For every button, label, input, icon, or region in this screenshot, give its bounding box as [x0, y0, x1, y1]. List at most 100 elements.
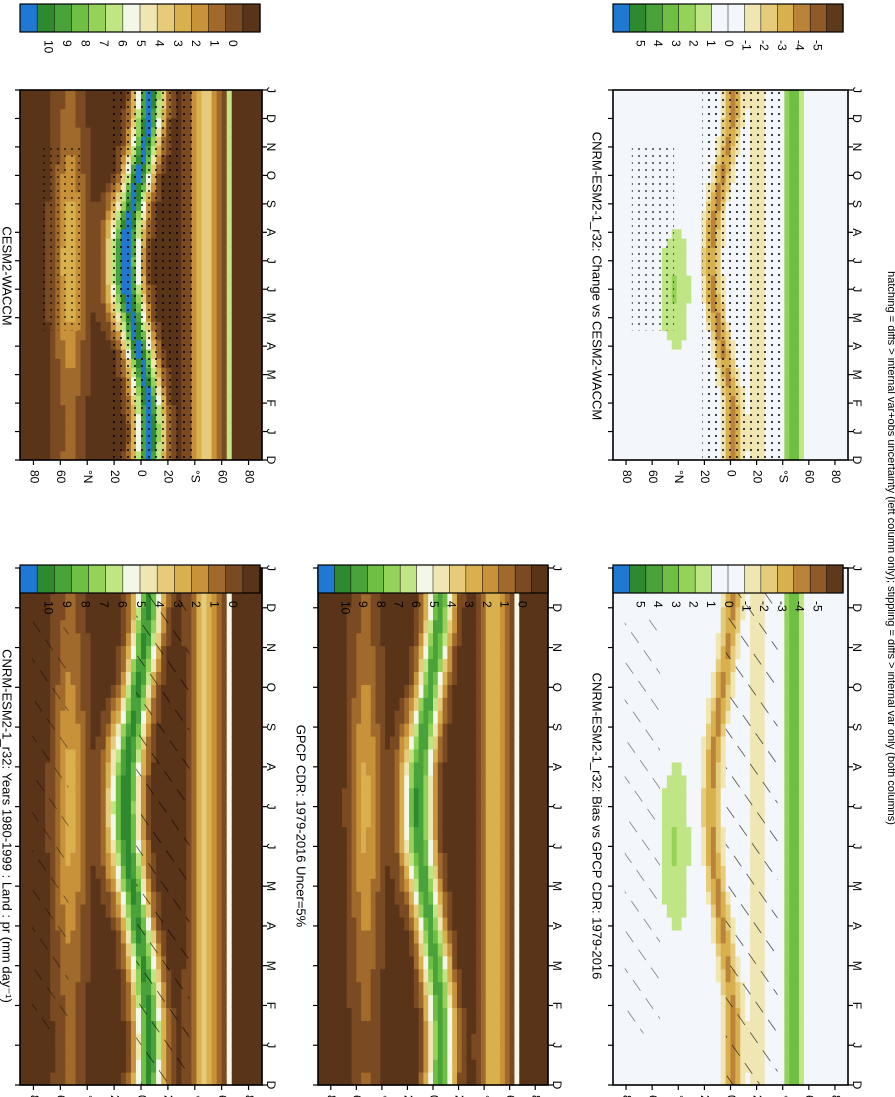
heatmap-cell — [130, 826, 137, 841]
heatmap-cell — [231, 955, 238, 970]
heatmap-cell — [370, 736, 377, 750]
heatmap-cell — [95, 761, 102, 776]
heatmap-cell — [437, 1007, 444, 1021]
heatmap-cell — [226, 265, 233, 276]
heatmap-cell — [337, 1020, 343, 1034]
heatmap-cell — [322, 891, 329, 905]
heatmap-cell — [322, 1020, 329, 1034]
heatmap-cell — [423, 1046, 429, 1060]
heatmap-cell — [100, 632, 107, 647]
heatmap-cell — [25, 173, 31, 184]
heatmap-cell — [337, 697, 343, 711]
heatmap-cell — [130, 878, 137, 892]
heatmap-cell — [226, 358, 233, 369]
heatmap-cell — [50, 386, 56, 396]
heatmap-cell — [105, 321, 112, 332]
heatmap-cell — [85, 839, 92, 853]
heatmap-cell — [206, 90, 213, 100]
heatmap-cell — [346, 748, 353, 763]
heatmap-cell — [332, 968, 338, 983]
heatmap-cell — [90, 441, 97, 452]
heatmap-cell — [216, 852, 223, 866]
heatmap-cell — [100, 127, 107, 137]
heatmap-cell — [241, 1033, 248, 1047]
heatmap-cell — [211, 302, 218, 313]
heatmap-cell — [70, 376, 77, 387]
heatmap-cell — [375, 774, 381, 789]
heatmap-cell — [85, 904, 92, 918]
heatmap-cell — [196, 800, 203, 815]
month-tick-label: O — [264, 683, 278, 692]
heatmap-cell — [394, 916, 401, 931]
heatmap-cell — [201, 108, 208, 119]
heatmap-cell — [196, 201, 203, 211]
heatmap-cell — [433, 981, 439, 996]
heatmap-cell — [20, 723, 26, 737]
heatmap-cell — [100, 441, 107, 452]
heatmap-cell — [428, 632, 434, 647]
heatmap-cell — [25, 450, 31, 461]
heatmap-cell — [100, 787, 107, 802]
heatmap-cell — [341, 593, 348, 608]
heatmap-cell — [389, 671, 396, 685]
heatmap-cell — [85, 330, 92, 341]
heatmap-cell — [423, 1072, 429, 1086]
heatmap-cell — [211, 219, 218, 230]
heatmap-cell — [413, 697, 420, 711]
heatmap-cell — [100, 1033, 107, 1047]
heatmap-cell — [332, 1033, 338, 1047]
heatmap-cell — [216, 736, 223, 750]
heatmap-cell — [216, 99, 223, 110]
heatmap-cell — [206, 182, 213, 193]
heatmap-cell — [365, 942, 372, 957]
heatmap-cell — [221, 619, 228, 634]
heatmap-cell — [251, 1059, 258, 1073]
heatmap-cell — [40, 330, 46, 341]
heatmap-cell — [85, 90, 92, 100]
heatmap-cell — [404, 994, 410, 1009]
heatmap-cell — [413, 981, 420, 996]
heatmap-cell — [365, 865, 372, 879]
heatmap-cell — [346, 813, 353, 828]
heatmap-cell — [231, 265, 238, 276]
heatmap-cell — [327, 761, 333, 776]
heatmap-cell — [201, 981, 208, 996]
heatmap-cell — [206, 593, 213, 608]
heatmap-cell — [361, 813, 367, 828]
heatmap-cell — [226, 117, 233, 128]
heatmap-cell — [418, 761, 425, 776]
heatmap-cell — [246, 312, 253, 322]
heatmap-cell — [370, 619, 377, 634]
heatmap-cell — [196, 127, 203, 137]
heatmap-cell — [332, 826, 338, 841]
heatmap-cell — [206, 312, 213, 322]
heatmap-cell — [246, 904, 253, 918]
heatmap-cell — [423, 748, 429, 763]
heatmap-cell — [95, 645, 102, 660]
heatmap-cell — [85, 632, 92, 647]
heatmap-cell — [241, 201, 248, 211]
heatmap-cell — [251, 852, 258, 866]
heatmap-cell — [110, 710, 117, 724]
heatmap-cell — [418, 904, 425, 918]
heatmap-cell — [346, 852, 353, 866]
heatmap-cell — [404, 1020, 410, 1034]
heatmap-cell — [428, 645, 434, 660]
heatmap-cell — [346, 787, 353, 802]
heatmap-cell — [375, 826, 381, 841]
heatmap-cell — [251, 593, 258, 608]
heatmap-cell — [221, 164, 228, 174]
heatmap-cell — [375, 697, 381, 711]
heatmap-cell — [45, 339, 51, 350]
heatmap-cell — [40, 1046, 46, 1060]
heatmap-cell — [370, 1072, 377, 1086]
heatmap-cell — [394, 942, 401, 957]
heatmap-cell — [90, 942, 97, 957]
heatmap-cell — [413, 684, 420, 698]
heatmap-cell — [95, 787, 102, 802]
heatmap-cell — [25, 1046, 31, 1060]
heatmap-cell — [211, 1046, 218, 1060]
heatmap-cell — [216, 413, 223, 424]
heatmap-cell — [85, 1020, 92, 1034]
heatmap-cell — [327, 645, 333, 660]
